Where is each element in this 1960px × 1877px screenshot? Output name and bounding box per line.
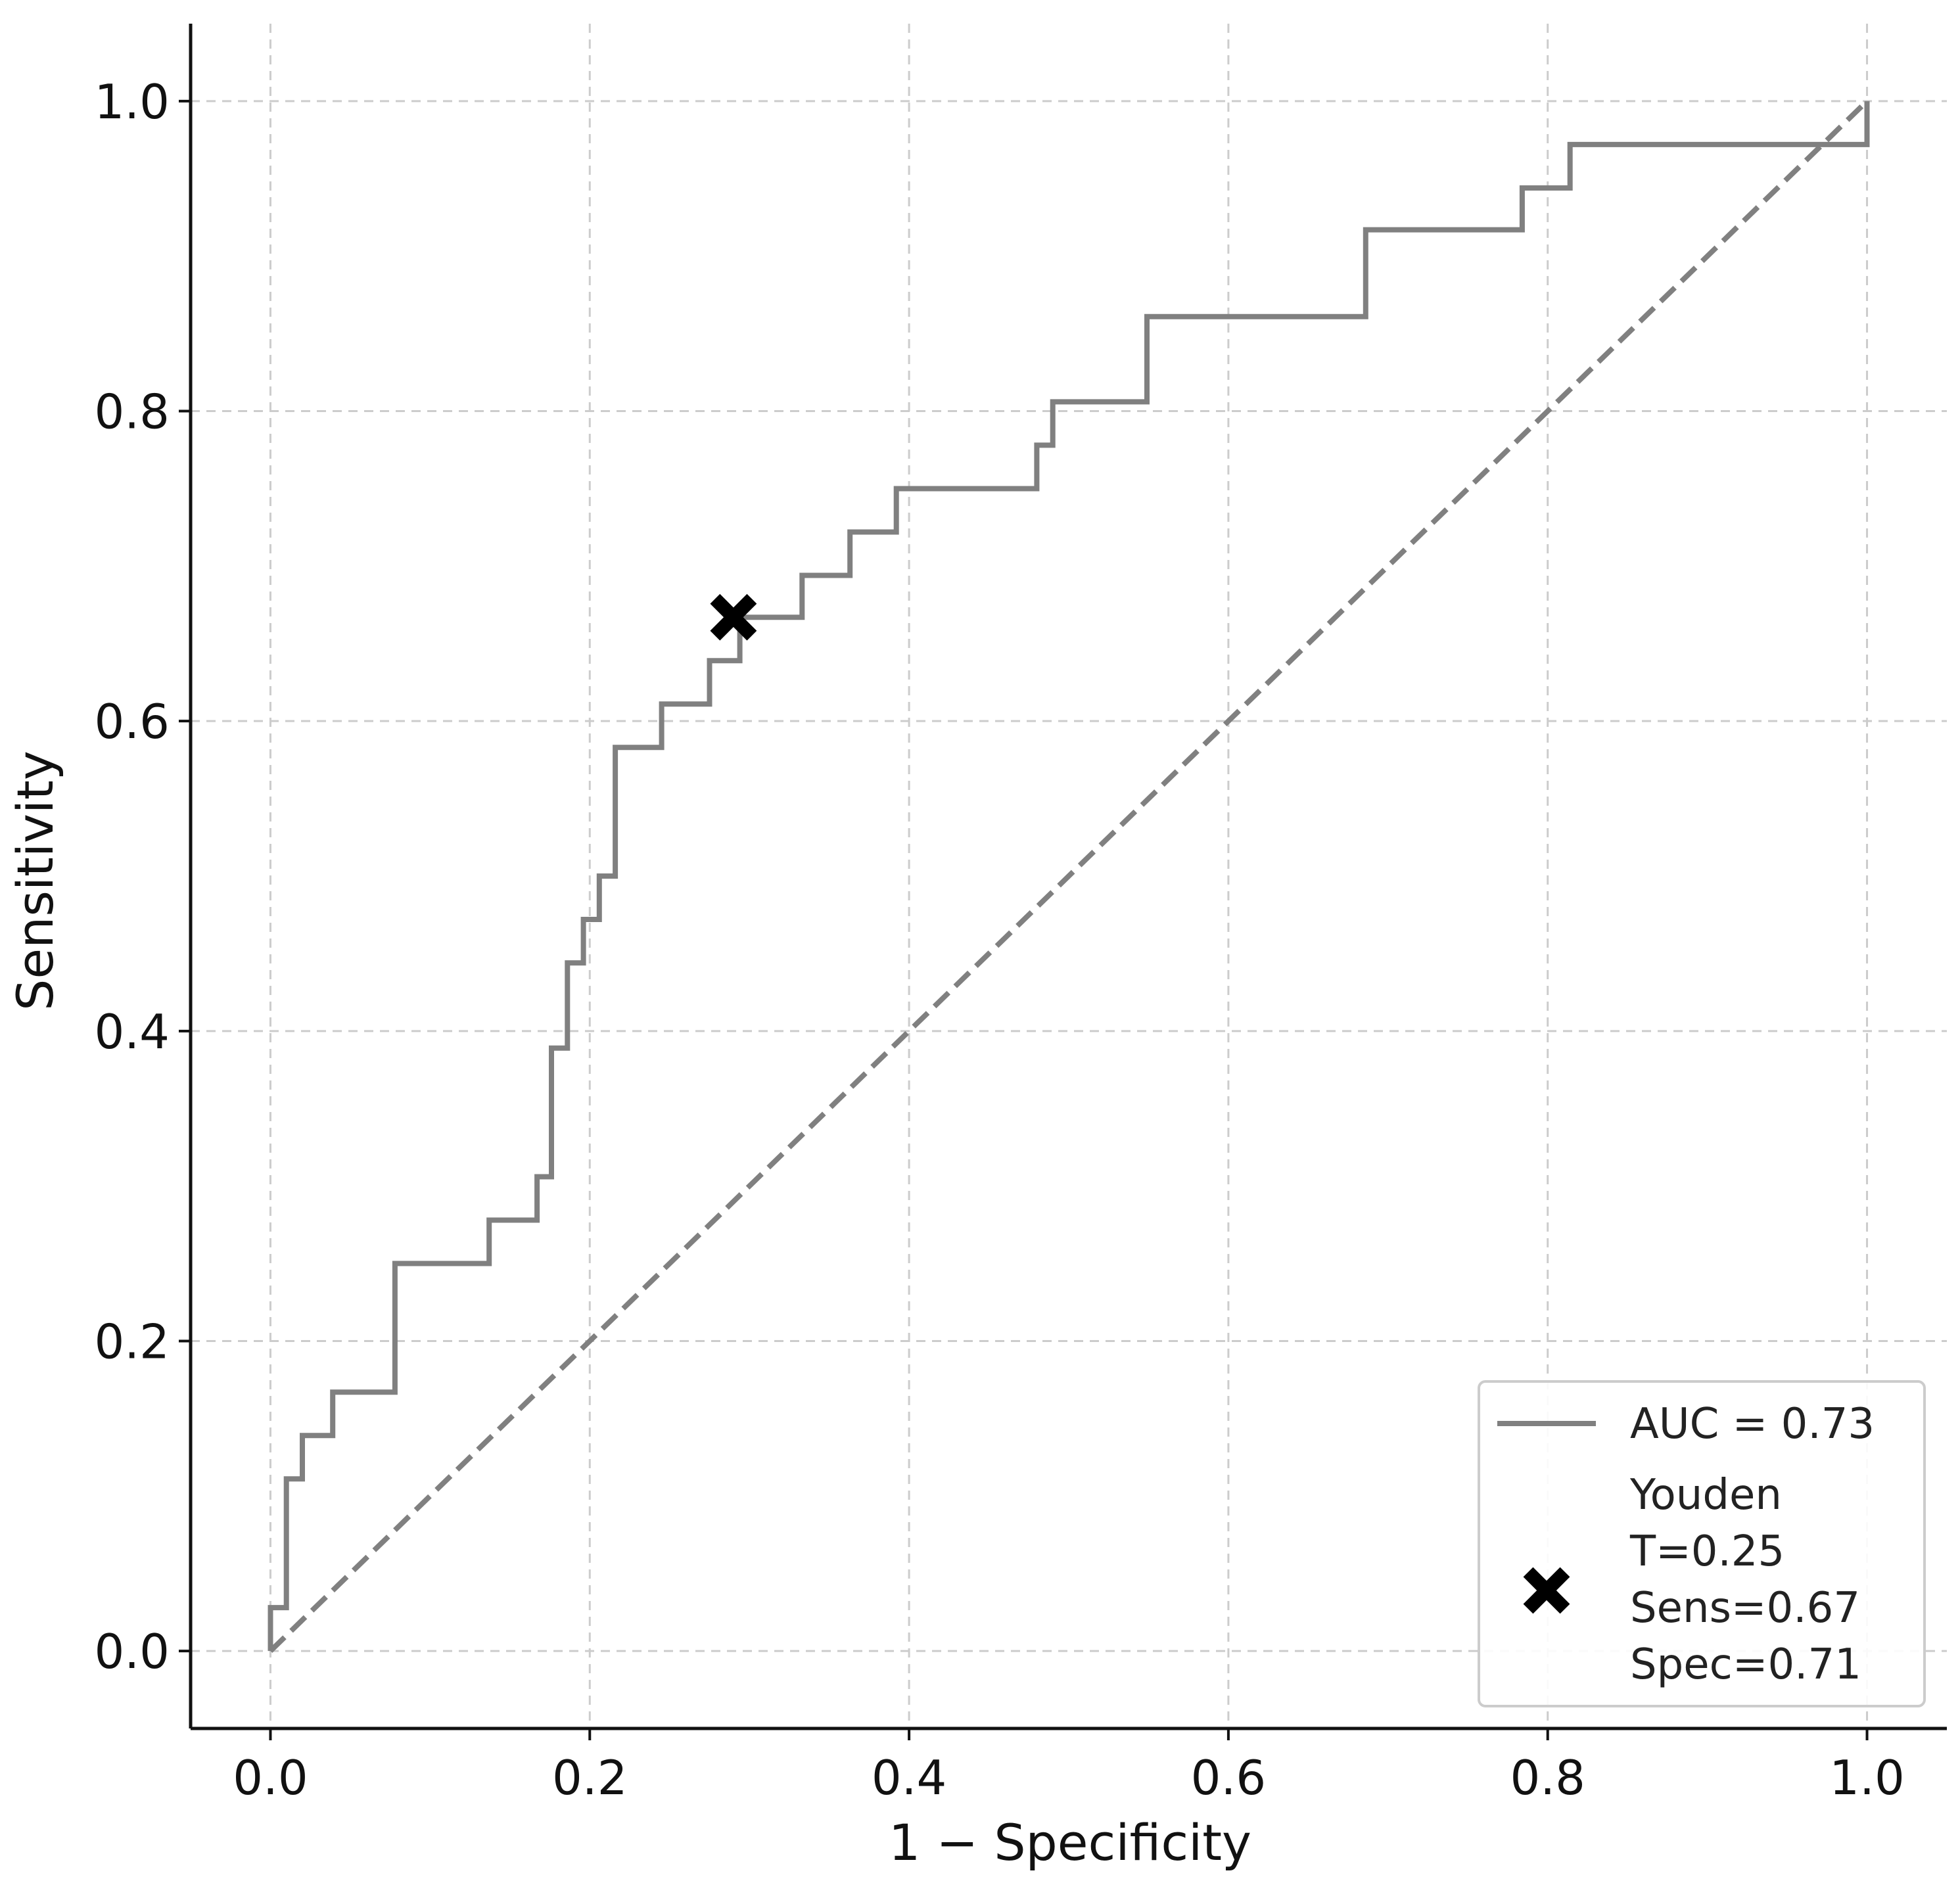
y-axis-label: Sensitivity: [6, 751, 64, 1011]
tick-labels: 0.0 0.2 0.4 0.6 0.8 1.0 0.0 0.2 0.4 0.6 0.8 1.0: [94, 74, 1904, 1805]
legend-x-glyph: [1523, 1567, 1570, 1614]
axes: [179, 24, 1947, 1740]
y-tick-label: 0.6: [94, 694, 170, 749]
x-tick-label: 1.0: [1829, 1750, 1905, 1805]
youden-point-marker: [710, 593, 757, 641]
x-tick-label: 0.8: [1510, 1750, 1585, 1805]
legend-youden-line-4: Spec=0.71: [1630, 1640, 1861, 1689]
roc-curve-line: [268, 101, 1870, 1652]
legend-youden-line-1: Youden: [1629, 1471, 1782, 1519]
legend-auc-label: AUC = 0.73: [1630, 1400, 1875, 1448]
y-tick-label: 0.8: [94, 384, 170, 440]
series-layer: [268, 101, 1870, 1652]
y-tick-label: 0.4: [94, 1004, 170, 1059]
legend: AUC = 0.73 Youden T=0.25 Sens=0.67 Spec=…: [1478, 1380, 1926, 1707]
youden-marker-layer: [710, 593, 757, 641]
legend-youden-line-2: T=0.25: [1629, 1527, 1785, 1576]
legend-x-marker-icon: [1523, 1567, 1570, 1614]
x-tick-label: 0.2: [552, 1750, 628, 1805]
legend-youden-line-3: Sens=0.67: [1630, 1584, 1860, 1633]
x-axis-label: 1 − Specificity: [889, 1813, 1251, 1872]
x-tick-label: 0.4: [872, 1750, 947, 1805]
legend-box: [1478, 1380, 1926, 1707]
chance-diagonal-line: [268, 99, 1869, 1653]
grid-lines: [191, 24, 1947, 1728]
y-tick-label: 1.0: [94, 74, 170, 129]
x-tick-label: 0.6: [1191, 1750, 1267, 1805]
x-tick-label: 0.0: [233, 1750, 308, 1805]
reference-diagonal: [268, 99, 1869, 1653]
y-tick-label: 0.0: [94, 1624, 170, 1679]
y-tick-label: 0.2: [94, 1314, 170, 1369]
